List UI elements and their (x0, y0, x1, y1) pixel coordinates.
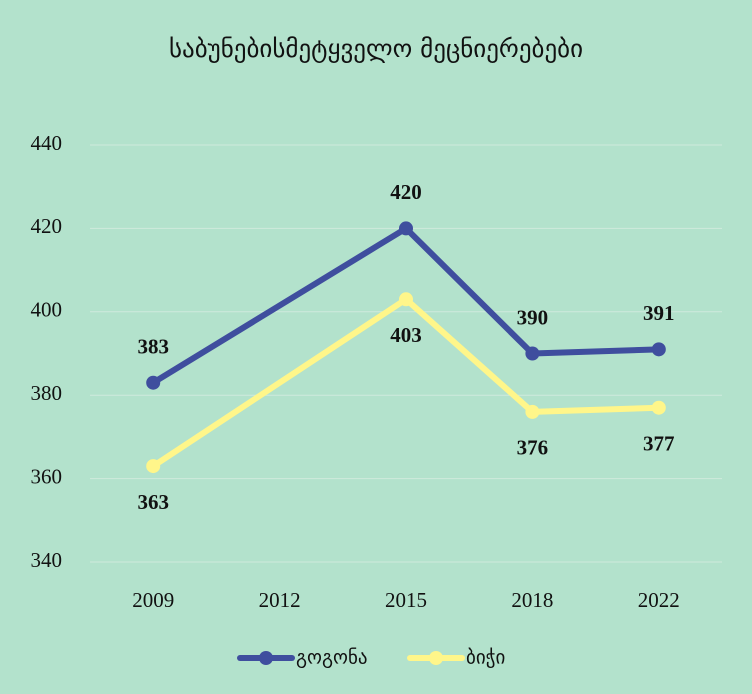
y-tick-label: 360 (31, 464, 63, 488)
point (146, 459, 161, 474)
data-label: 403 (390, 323, 422, 347)
point (651, 400, 666, 415)
legend-marker (259, 651, 273, 665)
point (525, 346, 540, 361)
x-tick-label: 2022 (638, 588, 680, 612)
data-label: 377 (643, 432, 675, 456)
data-label: 383 (137, 335, 169, 359)
x-tick-label: 2015 (385, 588, 427, 612)
chart-title: საბუნებისმეტყველო მეცნიერებები (169, 34, 583, 63)
point (399, 292, 413, 307)
x-tick-label: 2009 (132, 588, 174, 612)
point (651, 342, 666, 357)
legend-label: ბიჭი (466, 647, 505, 669)
x-tick-label: 2012 (259, 588, 301, 612)
point (146, 375, 161, 390)
data-label: 376 (517, 436, 549, 460)
point (399, 221, 413, 236)
data-label: 390 (517, 305, 549, 329)
y-tick-label: 420 (31, 214, 63, 238)
legend-marker (429, 651, 443, 665)
legend-label: გოგონა (296, 647, 368, 669)
y-tick-label: 440 (31, 131, 63, 155)
point (525, 404, 540, 419)
y-tick-label: 400 (31, 298, 63, 322)
data-label: 420 (390, 180, 422, 204)
gap-connector (150, 225, 409, 386)
y-tick-label: 340 (31, 548, 63, 572)
x-tick-label: 2018 (511, 588, 553, 612)
y-tick-label: 380 (31, 381, 63, 405)
gap-connector (150, 296, 409, 470)
data-label: 363 (137, 490, 169, 514)
data-label: 391 (643, 301, 675, 325)
